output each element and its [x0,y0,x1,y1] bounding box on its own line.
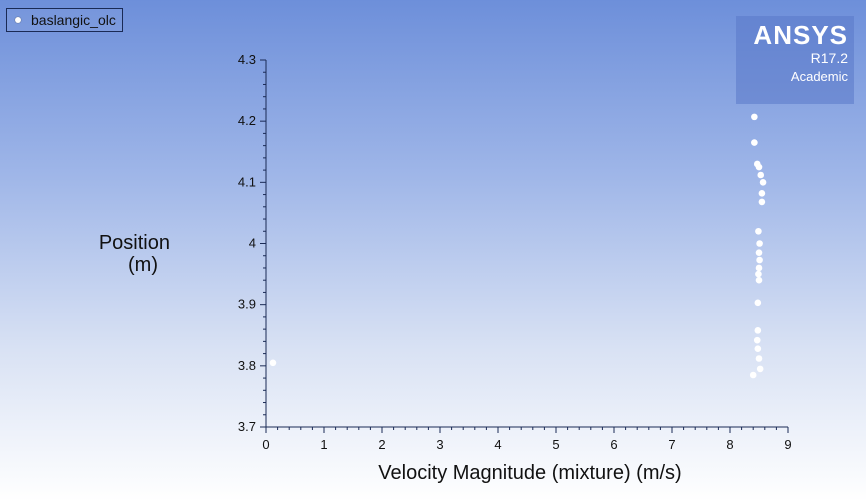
data-point [755,276,763,284]
y-axis-label-line-1: Position [98,232,170,254]
data-point [749,371,757,379]
x-tick-label: 4 [494,437,501,452]
y-tick-label: 4.1 [238,174,256,189]
data-point [755,227,762,235]
ansys-logo: ANSYS R17.2 Academic [736,16,854,104]
data-point [753,336,761,344]
brand-edition: Academic [790,69,848,84]
x-tick-label: 0 [262,437,269,452]
x-tick-label: 2 [378,437,385,452]
x-tick-label: 3 [436,437,443,452]
y-axis-label-line-2: (m) [128,254,158,276]
x-tick-label: 7 [668,437,675,452]
y-tick-label: 3.7 [238,419,256,434]
data-point [754,327,762,334]
data-point [755,264,763,272]
x-tick-label: 8 [726,437,733,452]
legend-label: baslangic_olc [31,12,116,28]
x-tick-label: 9 [784,437,791,452]
data-point [757,171,765,179]
data-point [756,256,763,264]
brand-version: R17.2 [810,50,848,66]
axes [265,60,788,428]
brand-name: ANSYS [753,20,848,50]
data-point [269,359,277,367]
data-point [755,270,762,278]
data-point [753,160,761,168]
legend-marker-icon [15,17,21,23]
data-point [754,299,762,307]
data-points [269,113,767,379]
y-tick-label: 4.3 [238,52,256,67]
y-tick-label: 4 [249,236,256,251]
data-point [756,365,764,373]
data-point [751,139,758,146]
data-point [755,355,763,362]
data-point [751,113,758,121]
data-point [759,179,767,186]
y-tick-label: 4.2 [238,113,256,128]
x-tick-label: 1 [320,437,327,452]
x-axis-label: Velocity Magnitude (mixture) (m/s) [378,462,682,484]
x-tick-label: 5 [552,437,559,452]
data-point [758,190,766,197]
data-point [756,240,763,247]
x-tick-label: 6 [610,437,617,452]
y-tick-label: 3.8 [238,358,256,373]
ticks: 3.7 3.8 3.9 4 4.1 4.2 4.3 0 1 2 3 4 5 6 7 8 9 [238,52,792,452]
y-axis-label: Position (m) [60,232,170,276]
data-point [755,249,763,256]
legend[interactable]: baslangic_olc [6,8,123,32]
data-point [758,198,766,206]
data-point [754,345,762,353]
y-tick-label: 3.9 [238,297,256,312]
